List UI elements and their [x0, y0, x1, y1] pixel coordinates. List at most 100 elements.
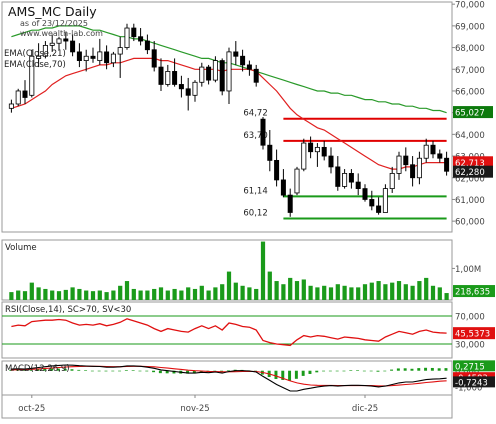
- volume-bar: [342, 285, 347, 300]
- volume-bar: [22, 291, 28, 300]
- chart-subtitle: as of 23/12/2025: [20, 19, 88, 28]
- candle: [369, 190, 375, 211]
- candle-body: [389, 173, 395, 190]
- level-label: 64,72: [243, 109, 267, 119]
- price-tick-label: 69,000: [455, 22, 485, 32]
- candle-body: [267, 144, 273, 161]
- macd-hist-bar: [63, 368, 67, 371]
- candle-body: [172, 71, 178, 85]
- price-badge-label: 62,280: [455, 168, 485, 178]
- volume-bar: [403, 284, 408, 300]
- volume-bar: [199, 285, 204, 300]
- candle: [416, 151, 422, 185]
- macd-hist-bar: [322, 370, 326, 372]
- price-tick-label: 66,000: [455, 87, 485, 97]
- volume-bar: [376, 281, 381, 300]
- volume-bar: [417, 281, 422, 300]
- macd-badge-box: [453, 360, 495, 372]
- candle-body: [56, 38, 62, 44]
- candles: [8, 23, 450, 217]
- candle-body: [104, 51, 110, 64]
- candle-body: [294, 168, 300, 194]
- volume-bar: [29, 282, 34, 300]
- candle: [185, 77, 191, 111]
- macd-tick-label: -1,000: [455, 383, 482, 393]
- volume-bar: [362, 284, 368, 300]
- macd-hist-bar: [226, 370, 230, 371]
- macd-hist-bar: [308, 370, 312, 374]
- volume-bar: [36, 287, 41, 300]
- candle: [342, 169, 348, 189]
- macd-hist-bar: [152, 370, 156, 373]
- macd-hist-bar: [118, 370, 122, 372]
- candle-body: [376, 205, 382, 213]
- macd-hist-bar: [403, 368, 407, 371]
- candle-body: [15, 90, 21, 105]
- volume-bar: [145, 290, 150, 300]
- candle: [15, 88, 21, 107]
- macd-badge: 0,2715: [453, 360, 495, 372]
- candle: [376, 197, 382, 215]
- candle-body: [396, 155, 402, 174]
- candle-body: [83, 55, 89, 61]
- level-label: 61,14: [243, 186, 267, 196]
- volume-bar: [315, 287, 320, 300]
- candle: [328, 147, 334, 174]
- candle: [199, 62, 205, 87]
- candle-body: [226, 51, 232, 92]
- candle-body: [8, 103, 14, 109]
- volume-bar: [281, 284, 286, 300]
- macd-hist-bar: [430, 367, 434, 371]
- rsi-tick-label: 70,000: [455, 313, 485, 323]
- candle: [56, 36, 62, 50]
- candle-body: [165, 71, 171, 85]
- macd-hist-bar: [396, 368, 400, 371]
- candle: [389, 166, 395, 193]
- price-badge: 65,027: [453, 106, 493, 119]
- volume-bar: [240, 285, 245, 300]
- candle-body: [212, 60, 218, 81]
- candle-body: [287, 194, 293, 213]
- candle-body: [355, 181, 361, 190]
- macd-hist-bar: [111, 370, 115, 372]
- candle: [206, 64, 212, 85]
- candle: [158, 58, 164, 91]
- candle: [151, 41, 157, 72]
- price-badge-box: [453, 165, 493, 178]
- rsi-line: [11, 318, 447, 347]
- price-badge: 62,713: [453, 156, 493, 169]
- macd-hist-bar: [356, 370, 360, 371]
- price-tick-label: 62,000: [455, 174, 485, 184]
- volume-bar: [294, 281, 300, 300]
- volume-bar: [430, 285, 436, 300]
- candle-body: [97, 51, 103, 61]
- candle: [260, 117, 266, 150]
- candle-body: [423, 144, 429, 159]
- price-badge-label: 65,027: [455, 109, 485, 119]
- candle-body: [348, 173, 354, 183]
- candle: [42, 41, 48, 59]
- candle: [83, 49, 89, 72]
- volume-bar: [437, 287, 442, 300]
- macd-hist-bar: [410, 368, 414, 371]
- price-tick-label: 61,000: [455, 196, 485, 206]
- candle: [287, 188, 293, 217]
- macd-hist-bar: [97, 370, 101, 372]
- level-label: 60,12: [243, 209, 267, 219]
- candle: [36, 43, 42, 68]
- candle: [104, 45, 110, 70]
- price-badge-box: [453, 106, 493, 119]
- chart-title: AMS_MC Daily: [8, 4, 97, 19]
- candle-body: [42, 44, 48, 57]
- macd-hist-bar: [84, 370, 88, 371]
- candle: [437, 149, 443, 163]
- volume-bar: [308, 285, 313, 300]
- candle: [117, 36, 123, 78]
- volume-bar: [383, 284, 388, 300]
- volume-bar: [267, 271, 272, 300]
- volume-bar: [356, 287, 361, 300]
- candle-body: [253, 68, 259, 83]
- candle: [219, 58, 225, 96]
- candle: [314, 143, 320, 167]
